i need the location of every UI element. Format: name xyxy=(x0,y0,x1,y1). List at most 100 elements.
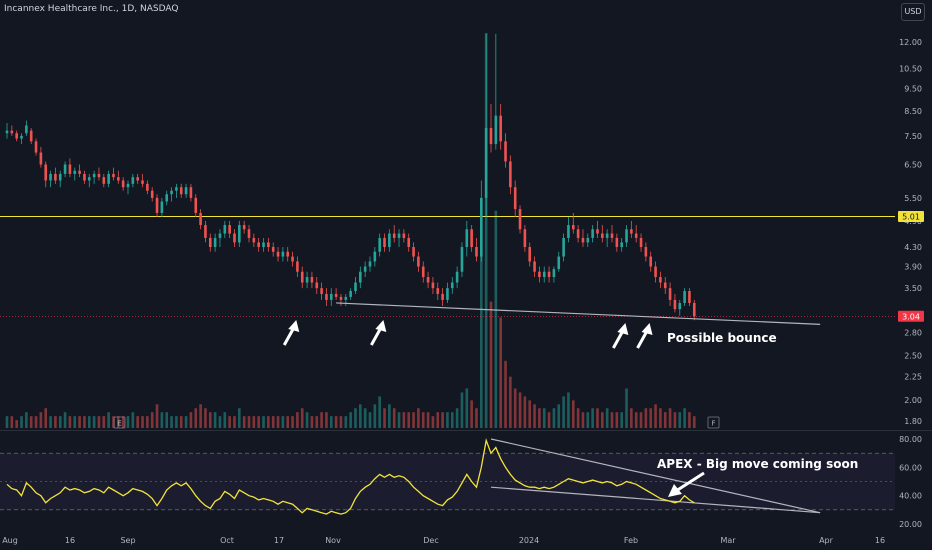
volume-bar xyxy=(208,412,212,428)
candle xyxy=(141,173,144,188)
volume-bar xyxy=(557,404,561,428)
volume-bar xyxy=(39,412,43,428)
time-tick-label: Mar xyxy=(720,536,736,545)
volume-bar xyxy=(34,416,38,428)
candle xyxy=(291,251,294,267)
candle xyxy=(392,225,396,243)
support-trendline[interactable] xyxy=(336,302,821,325)
volume-bar xyxy=(281,416,285,428)
time-scale[interactable]: Aug 16 Sep Oct 17 Nov Dec 2024 Feb Mar Apr 16 xyxy=(2,536,885,545)
candle xyxy=(247,225,251,243)
time-tick-label: Apr xyxy=(819,536,834,545)
candle xyxy=(397,229,401,248)
volume-bar xyxy=(441,412,444,428)
volume-bar xyxy=(586,412,590,428)
volume-bar xyxy=(446,412,449,428)
volume-bar xyxy=(591,408,594,428)
candles-layer xyxy=(5,33,696,321)
volume-bar xyxy=(465,388,469,428)
volume-bar xyxy=(630,408,633,428)
candle xyxy=(383,233,386,252)
candle xyxy=(112,167,115,181)
candle xyxy=(228,220,231,238)
volume-bar xyxy=(436,412,440,428)
price-tick-label: 1.80 xyxy=(904,417,922,426)
candle xyxy=(426,271,430,289)
candle xyxy=(455,266,459,289)
volume-bar xyxy=(373,404,377,428)
apex-annotation[interactable]: APEX - Big move coming soon xyxy=(657,457,858,471)
currency-button[interactable]: USD xyxy=(901,3,925,21)
candle xyxy=(160,197,164,217)
volume-bar xyxy=(25,412,28,428)
volume-bar xyxy=(571,400,575,428)
volume-bar xyxy=(189,412,193,428)
volume-bar xyxy=(359,404,362,428)
candle xyxy=(155,194,159,217)
volume-bar xyxy=(267,416,270,428)
candle xyxy=(296,256,299,278)
time-tick-label: Sep xyxy=(120,536,135,545)
volume-bar xyxy=(49,416,52,428)
candle xyxy=(615,233,619,252)
time-tick-label: 2024 xyxy=(519,536,539,545)
candle xyxy=(601,225,604,243)
candle xyxy=(354,277,357,294)
candle xyxy=(431,277,435,294)
rsi-tick-label: 40.00 xyxy=(899,492,922,501)
up-arrow-icon xyxy=(282,320,300,346)
candle xyxy=(271,242,275,257)
candle xyxy=(460,242,464,278)
rsi-lower-trendline[interactable] xyxy=(490,486,821,514)
volume-bar xyxy=(131,412,135,428)
volume-bar xyxy=(455,408,459,428)
volume-bar xyxy=(276,416,280,428)
price-tick-label: 3.90 xyxy=(904,263,922,272)
volume-bar xyxy=(368,412,372,428)
volume-bar xyxy=(489,301,493,428)
volume-bar xyxy=(475,408,478,428)
volume-bar xyxy=(663,412,667,428)
volume-bar xyxy=(354,408,357,428)
volume-bar xyxy=(213,412,217,428)
symbol-title[interactable]: Incannex Healthcare Inc., 1D, NASDAQ xyxy=(4,4,179,14)
volume-bar xyxy=(397,412,401,428)
candle xyxy=(131,173,135,188)
candle xyxy=(189,183,193,202)
volume-bar xyxy=(150,412,154,428)
volume-bar xyxy=(528,400,532,428)
volume-bar xyxy=(596,408,599,428)
volume-bar xyxy=(155,404,159,428)
volume-bar xyxy=(620,412,623,428)
candle xyxy=(25,120,28,136)
volume-bar xyxy=(692,416,696,428)
candle xyxy=(596,220,599,238)
volume-bar xyxy=(204,408,207,428)
candle xyxy=(305,271,309,289)
candle xyxy=(639,233,643,252)
candle xyxy=(107,170,110,188)
possible-bounce-annotation[interactable]: Possible bounce xyxy=(667,331,777,345)
volume-bar xyxy=(480,250,483,428)
candle xyxy=(165,190,169,206)
volume-bar xyxy=(126,416,130,428)
volume-bar xyxy=(523,396,527,428)
volume-bar xyxy=(581,412,585,428)
volume-bar xyxy=(349,412,352,428)
candle xyxy=(15,130,18,142)
candle xyxy=(480,180,483,262)
candle xyxy=(475,237,478,262)
earnings-marker-box[interactable] xyxy=(113,416,126,429)
candle xyxy=(87,173,91,188)
candle xyxy=(199,209,202,230)
financials-marker-box[interactable] xyxy=(707,416,720,429)
volume-bar xyxy=(421,412,425,428)
rsi-upper-trendline[interactable] xyxy=(490,438,821,514)
candle xyxy=(576,225,580,243)
price-scale[interactable]: 12.0010.509.508.507.506.505.504.904.303.… xyxy=(899,38,922,426)
candle xyxy=(281,247,285,262)
volume-bar xyxy=(533,404,536,428)
price-tick-label: 3.50 xyxy=(904,284,922,293)
volume-bar xyxy=(286,416,290,428)
